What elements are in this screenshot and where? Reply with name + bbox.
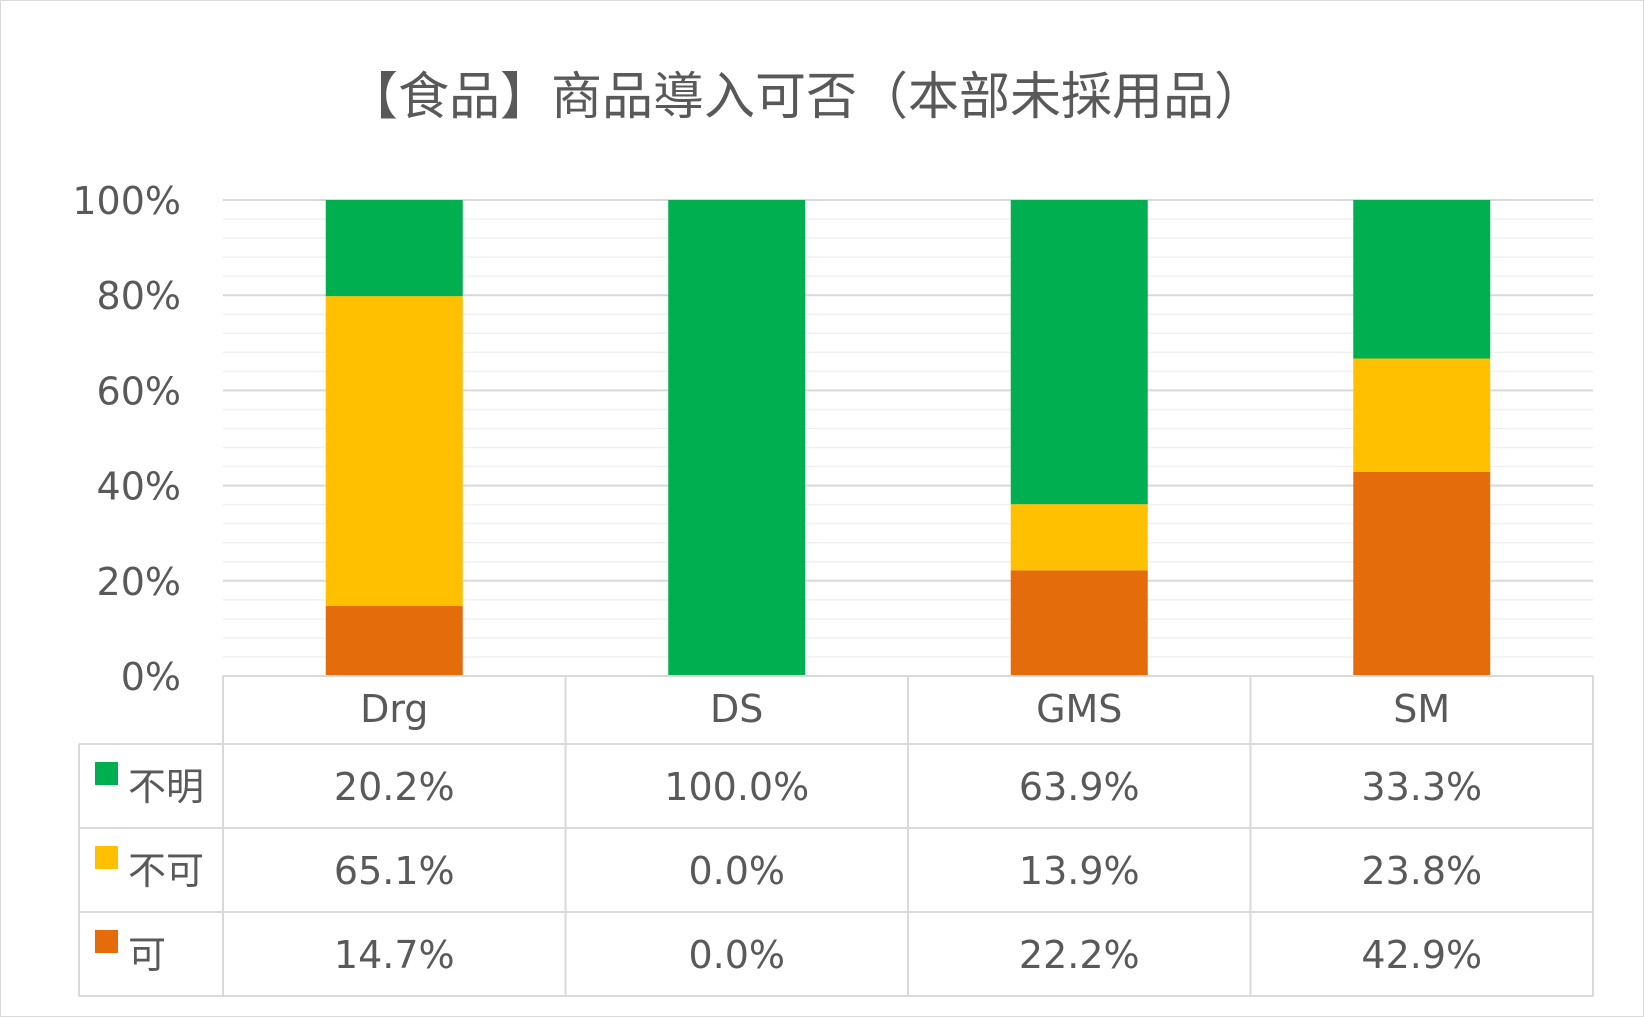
data-table-value: 0.0% [688,849,785,893]
data-table-value: 100.0% [664,765,809,809]
data-table-value: 14.7% [334,933,455,977]
data-table-value: 42.9% [1361,933,1482,977]
bar-segment-SM-可 [1353,471,1491,676]
legend-key [95,846,118,869]
data-table-value: 63.9% [1019,765,1140,809]
bar-segment-SM-不可 [1353,358,1491,472]
bar-segment-DS-不明 [668,200,806,676]
y-tick-label: 40% [97,465,181,509]
data-table-value: 65.1% [334,849,455,893]
y-axis: 100% 80% 60% 40% 20% 0% [72,179,181,699]
x-category-label: Drg [360,687,428,731]
data-table-value: 0.0% [688,933,785,977]
y-tick-label: 20% [97,560,181,604]
data-table-value: 22.2% [1019,933,1140,977]
bar-segment-Drg-不可 [325,296,463,607]
legend-label: 不可 [128,849,204,893]
y-tick-label: 0% [121,655,181,699]
x-category-label: SM [1393,687,1450,731]
bars [325,200,1491,676]
data-table-value: 23.8% [1361,849,1482,893]
legend-key [95,930,118,953]
data-table-value: 13.9% [1019,849,1140,893]
bar-segment-Drg-可 [325,606,463,676]
y-tick-label: 80% [97,274,181,318]
bar-segment-Drg-不明 [325,200,463,297]
bar-segment-GMS-可 [1010,570,1148,676]
y-tick-label: 100% [72,179,181,223]
x-category-label: GMS [1036,687,1122,731]
chart-title: 【食品】商品導入可否（本部未採用品） [347,68,1265,127]
data-table: Drg DS GMS SM 不明 20.2% 100.0% 63.9% 33.3% 不可 65.1%… [78,675,1594,997]
data-table-value: 20.2% [334,765,455,809]
legend-label: 可 [128,933,166,977]
legend-label: 不明 [128,765,204,809]
bar-segment-SM-不明 [1353,200,1491,359]
bar-segment-GMS-不明 [1010,200,1148,505]
legend-key [95,762,118,785]
bar-segment-GMS-不可 [1010,504,1148,571]
y-tick-label: 60% [97,369,181,413]
x-category-label: DS [710,687,763,731]
data-table-value: 33.3% [1361,765,1482,809]
